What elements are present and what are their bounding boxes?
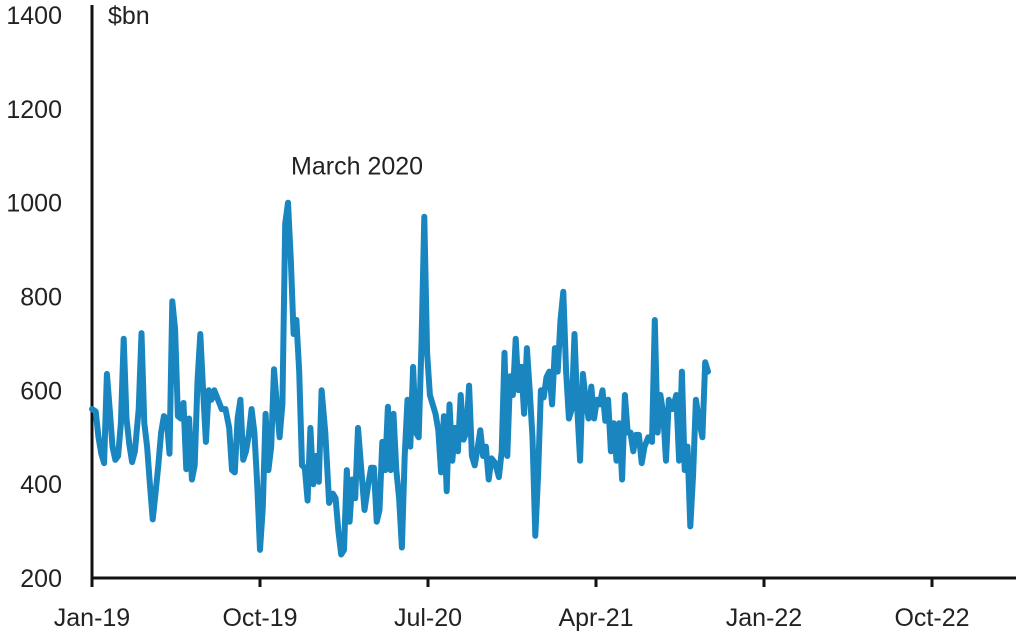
x-tick-label: Oct-22 [894,604,969,632]
y-axis-unit-label: $bn [108,2,150,30]
annotations: March 2020 [291,153,423,181]
y-axis: 200 400 600 800 1000 1200 1400 [6,2,94,593]
y-tick-label: 1200 [6,96,62,124]
annotation-label: March 2020 [291,153,423,181]
y-tick-label: 200 [20,565,62,593]
x-tick-label: Jan-22 [726,604,802,632]
x-tick-label: Apr-21 [558,604,633,632]
x-tick-label: Jul-20 [394,604,462,632]
x-tick-label: Jan-19 [54,604,130,632]
x-axis: Jan-19 Oct-19 Jul-20 Apr-21 Jan-22 Oct-22 [54,576,1016,632]
y-tick-label: 600 [20,377,62,405]
y-tick-label: 400 [20,471,62,499]
series-line [89,199,711,558]
y-tick-label: 800 [20,284,62,312]
y-tick-label: 1000 [6,190,62,218]
y-tick-label: 1400 [6,2,62,30]
x-tick-label: Oct-19 [222,604,297,632]
